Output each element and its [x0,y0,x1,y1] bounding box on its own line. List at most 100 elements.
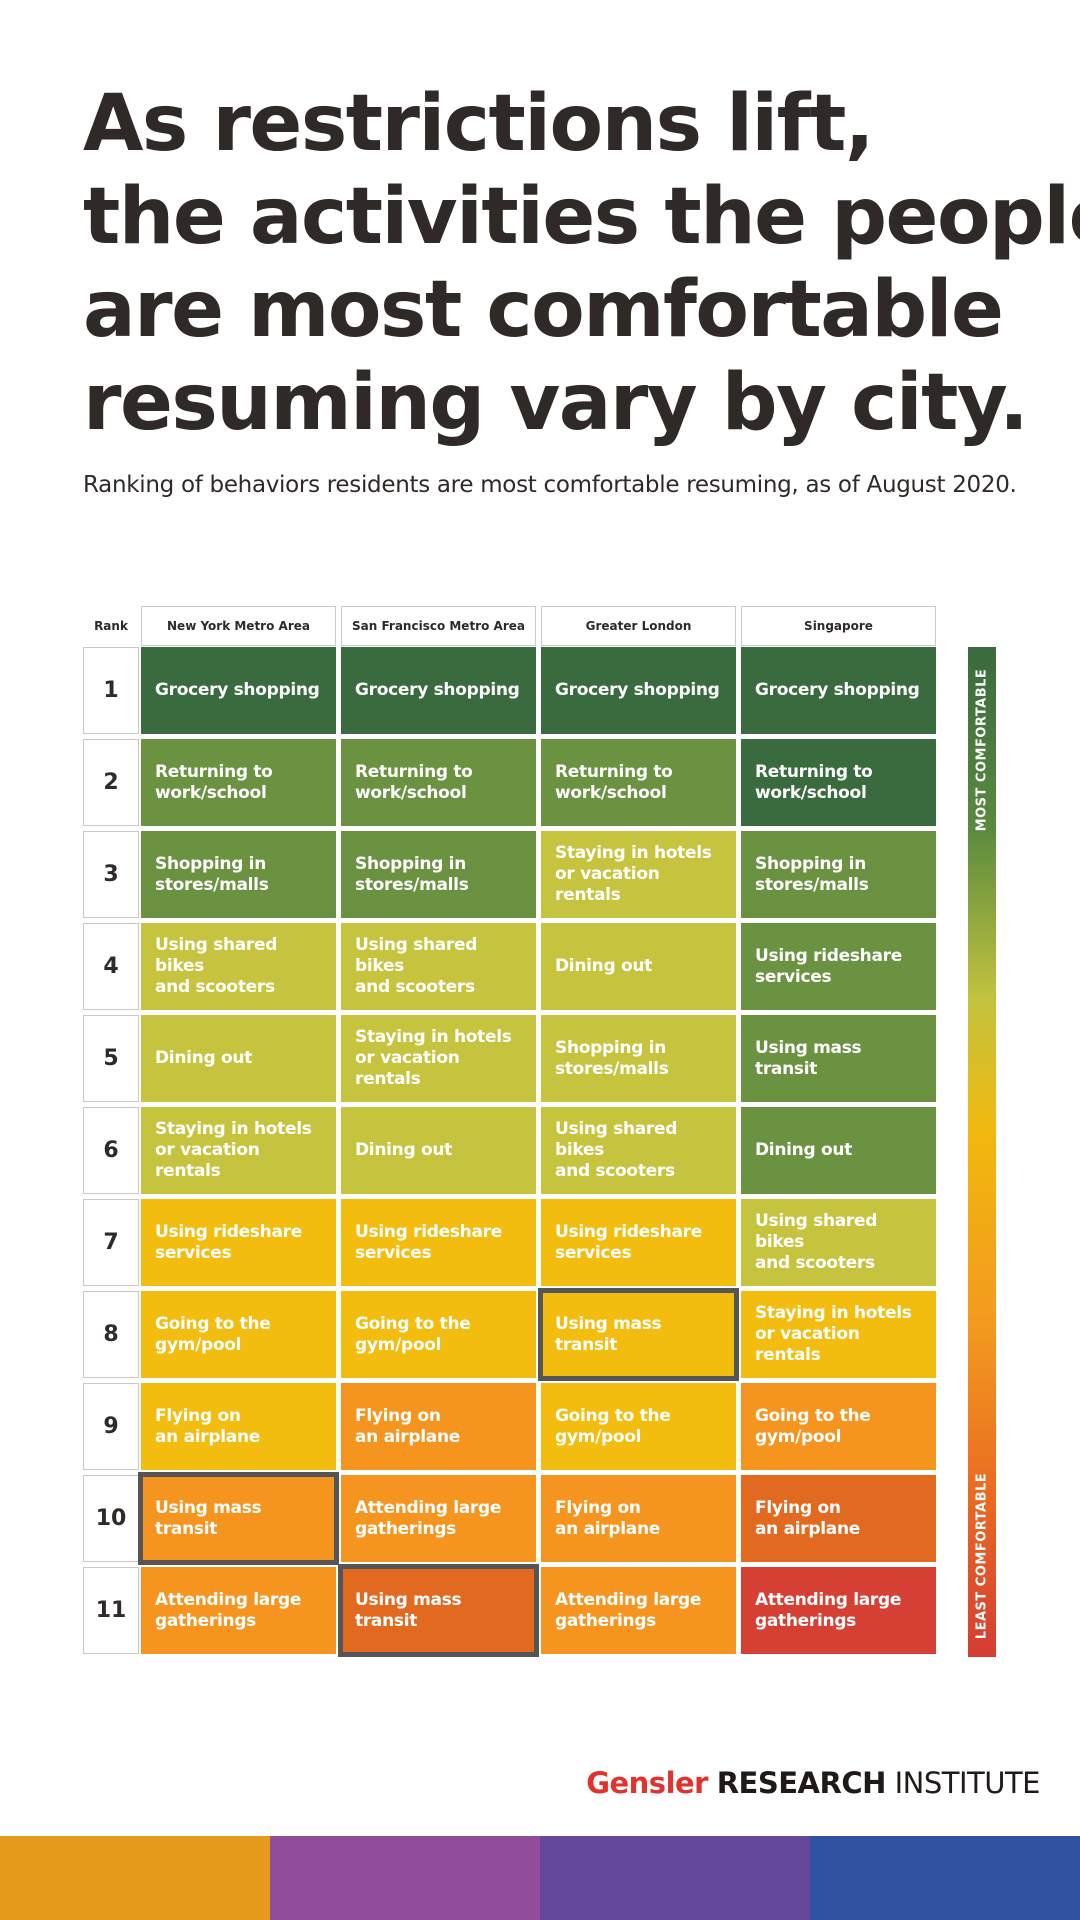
activity-cell: Dining out [341,1107,536,1194]
activity-label: Flying on an airplane [555,1497,660,1539]
activity-label: Attending large gatherings [755,1589,902,1631]
activity-label: Staying in hotels or vacation rentals [755,1303,912,1365]
activity-label: Going to the gym/pool [155,1313,271,1355]
column-header: New York Metro Area [141,606,336,646]
activity-cell: Using mass transit [541,1291,736,1378]
activity-label: Going to the gym/pool [755,1405,871,1447]
activity-cell: Going to the gym/pool [141,1291,336,1378]
logo-brand: Gensler [586,1766,708,1800]
activity-label: Grocery shopping [755,680,920,700]
activity-label: Shopping in stores/malls [755,853,869,895]
activity-cell: Flying on an airplane [741,1475,936,1562]
activity-label: Grocery shopping [555,680,720,700]
footer-stripe [0,1836,270,1920]
activity-cell: Going to the gym/pool [341,1291,536,1378]
activity-label: Using mass transit [155,1497,262,1539]
activity-label: Attending large gatherings [555,1589,702,1631]
activity-cell: Returning to work/school [341,739,536,826]
footer-stripe [540,1836,810,1920]
activity-cell: Flying on an airplane [541,1475,736,1562]
activity-cell: Staying in hotels or vacation rentals [741,1291,936,1378]
activity-label: Staying in hotels or vacation rentals [355,1027,512,1089]
activity-cell: Staying in hotels or vacation rentals [541,831,736,918]
rank-number: 1 [83,647,139,734]
column-header: Singapore [741,606,936,646]
title-line: are most comfortable [83,265,1004,355]
activity-cell: Using mass transit [141,1475,336,1562]
activity-label: Using shared bikes and scooters [355,935,478,997]
activity-cell: Returning to work/school [741,739,936,826]
activity-label: Using rideshare services [755,945,902,987]
activity-cell: Using rideshare services [341,1199,536,1286]
activity-cell: Going to the gym/pool [541,1383,736,1470]
title-line: the activities the people [83,172,1080,262]
activity-label: Shopping in stores/malls [155,853,269,895]
activity-label: Staying in hotels or vacation rentals [155,1119,312,1181]
most-comfortable-label: MOST COMFORTABLE [974,668,990,832]
activity-cell: Shopping in stores/malls [541,1015,736,1102]
activity-label: Attending large gatherings [155,1589,302,1631]
rank-number: 3 [83,831,139,918]
footer-stripe [810,1836,1080,1920]
rank-number: 6 [83,1107,139,1194]
column-header: Greater London [541,606,736,646]
activity-cell: Staying in hotels or vacation rentals [141,1107,336,1194]
activity-label: Dining out [755,1140,852,1160]
activity-cell: Grocery shopping [541,647,736,734]
rank-number: 2 [83,739,139,826]
activity-label: Returning to work/school [555,761,673,803]
activity-label: Grocery shopping [355,680,520,700]
activity-label: Flying on an airplane [355,1405,460,1447]
logo-research: RESEARCH [716,1766,887,1800]
activity-label: Flying on an airplane [155,1405,260,1447]
activity-cell: Shopping in stores/malls [141,831,336,918]
comfort-scale-bar [968,647,996,1657]
activity-cell: Dining out [141,1015,336,1102]
activity-cell: Going to the gym/pool [741,1383,936,1470]
rank-number: 9 [83,1383,139,1470]
activity-cell: Using shared bikes and scooters [741,1199,936,1286]
activity-label: Using mass transit [355,1589,462,1631]
activity-cell: Using mass transit [741,1015,936,1102]
activity-label: Dining out [555,956,652,976]
page-title: As restrictions lift, the activities the… [83,78,1080,450]
rank-number: 5 [83,1015,139,1102]
activity-label: Shopping in stores/malls [355,853,469,895]
footer-stripe [270,1836,540,1920]
rank-number: 4 [83,923,139,1010]
activity-label: Using shared bikes and scooters [155,935,278,997]
activity-cell: Using rideshare services [141,1199,336,1286]
activity-cell: Using rideshare services [741,923,936,1010]
rank-number: 11 [83,1567,139,1654]
activity-label: Flying on an airplane [755,1497,860,1539]
activity-cell: Dining out [741,1107,936,1194]
activity-label: Going to the gym/pool [555,1405,671,1447]
activity-cell: Using shared bikes and scooters [541,1107,736,1194]
activity-cell: Using shared bikes and scooters [141,923,336,1010]
gensler-logo: Gensler RESEARCH INSTITUTE [586,1766,1040,1800]
activity-cell: Grocery shopping [741,647,936,734]
logo-institute: INSTITUTE [894,1766,1041,1800]
activity-cell: Flying on an airplane [341,1383,536,1470]
activity-label: Using mass transit [755,1037,862,1079]
activity-label: Dining out [155,1048,252,1068]
rank-number: 10 [83,1475,139,1562]
rank-number: 7 [83,1199,139,1286]
column-header: San Francisco Metro Area [341,606,536,646]
activity-label: Returning to work/school [155,761,273,803]
activity-cell: Attending large gatherings [141,1567,336,1654]
activity-cell: Attending large gatherings [741,1567,936,1654]
activity-label: Using rideshare services [155,1221,302,1263]
activity-label: Using shared bikes and scooters [755,1211,878,1273]
rank-number: 8 [83,1291,139,1378]
activity-label: Going to the gym/pool [355,1313,471,1355]
activity-cell: Grocery shopping [141,647,336,734]
activity-label: Using shared bikes and scooters [555,1119,678,1181]
activity-cell: Using rideshare services [541,1199,736,1286]
activity-cell: Returning to work/school [141,739,336,826]
activity-label: Staying in hotels or vacation rentals [555,843,712,905]
activity-label: Using rideshare services [555,1221,702,1263]
activity-cell: Dining out [541,923,736,1010]
title-line: resuming vary by city. [83,358,1029,448]
activity-cell: Using mass transit [341,1567,536,1654]
